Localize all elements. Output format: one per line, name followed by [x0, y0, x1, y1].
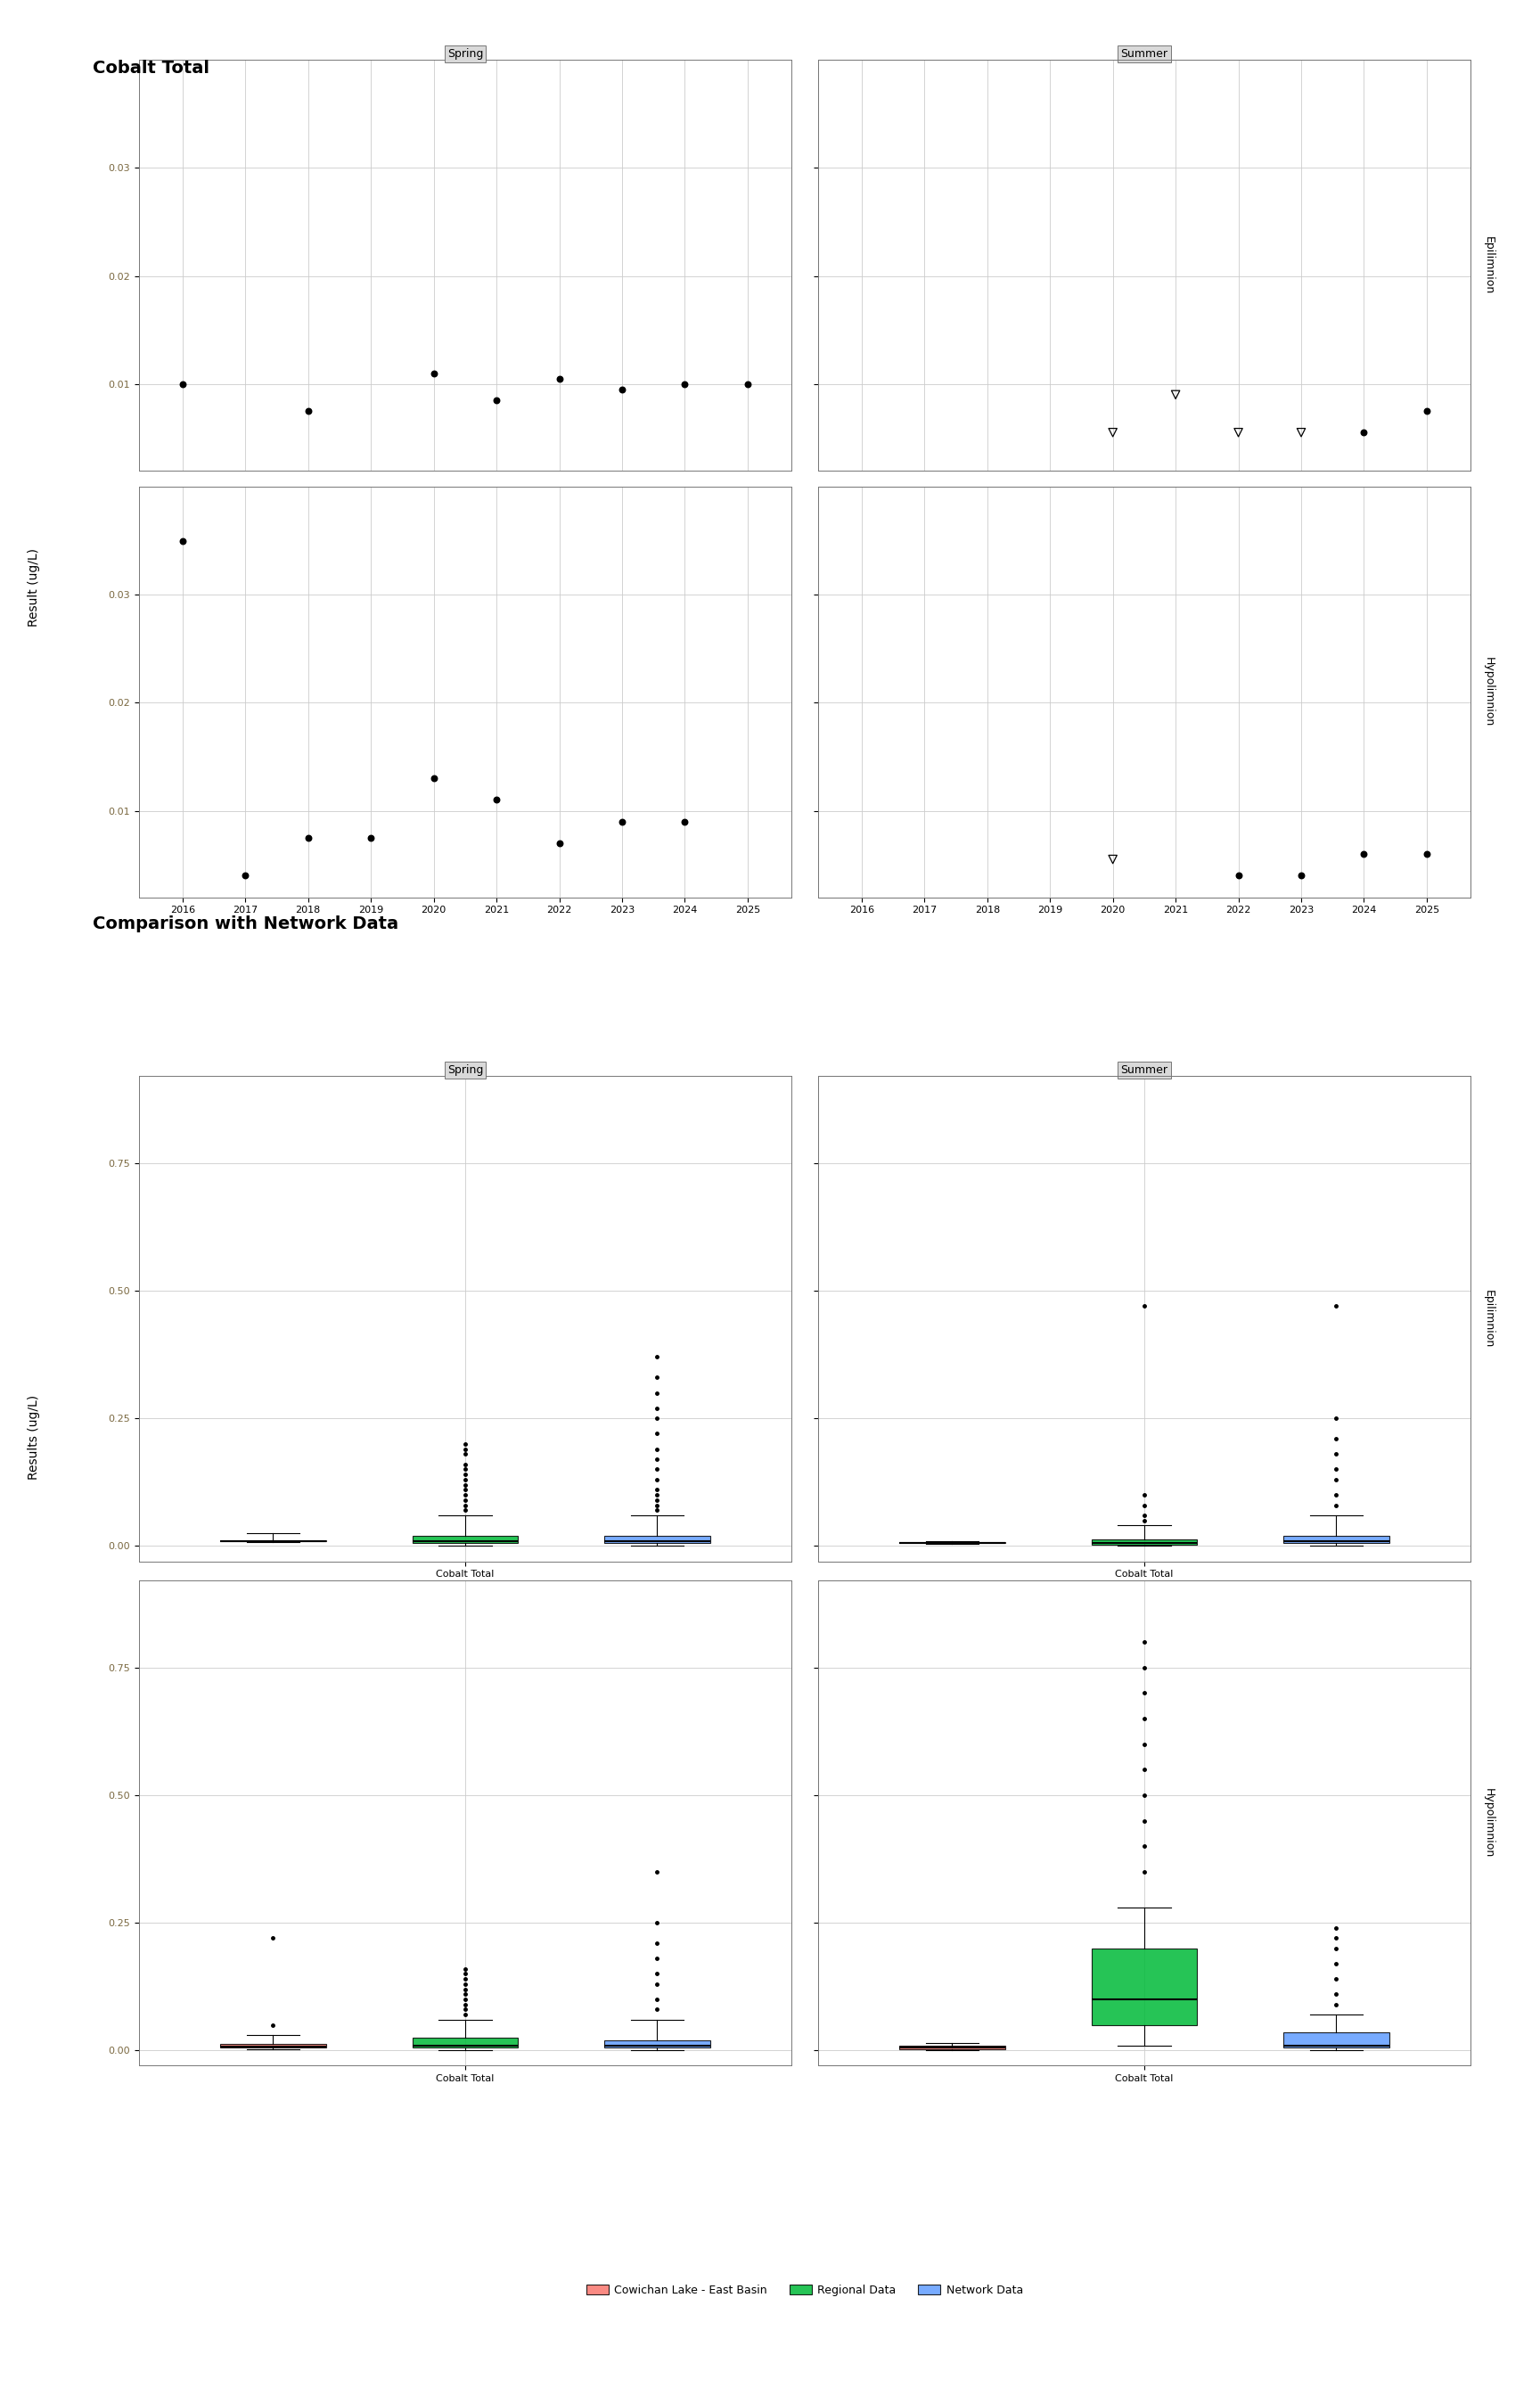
Point [171, 364, 196, 403]
Title: Summer: Summer [1121, 1064, 1167, 1076]
Point [484, 781, 508, 819]
Point [1352, 415, 1377, 453]
Y-axis label: Hypolimnion: Hypolimnion [1483, 1787, 1495, 1857]
PathPatch shape [413, 1536, 517, 1543]
Point [1101, 415, 1126, 453]
Point [1414, 834, 1438, 872]
Point [610, 803, 634, 841]
PathPatch shape [1092, 1541, 1197, 1545]
Point [1226, 415, 1250, 453]
Point [484, 381, 508, 419]
Y-axis label: Epilimnion: Epilimnion [1483, 1289, 1495, 1349]
Title: Spring: Spring [447, 48, 484, 60]
Y-axis label: Epilimnion: Epilimnion [1483, 237, 1495, 295]
PathPatch shape [413, 2037, 517, 2049]
Title: Spring: Spring [447, 1064, 484, 1076]
Point [673, 364, 698, 403]
PathPatch shape [1092, 1948, 1197, 2025]
PathPatch shape [220, 2044, 326, 2049]
Point [1289, 415, 1314, 453]
PathPatch shape [1283, 1536, 1389, 1543]
Point [171, 522, 196, 561]
Point [422, 760, 447, 798]
Point [735, 364, 759, 403]
PathPatch shape [604, 2041, 710, 2049]
PathPatch shape [899, 2046, 1006, 2049]
Point [1226, 855, 1250, 894]
Point [296, 819, 320, 858]
Point [547, 359, 571, 398]
Point [547, 824, 571, 863]
Legend: Cowichan Lake - East Basin, Regional Data, Network Data: Cowichan Lake - East Basin, Regional Dat… [582, 2281, 1027, 2300]
PathPatch shape [604, 1536, 710, 1543]
Point [1352, 834, 1377, 872]
Point [673, 803, 698, 841]
Point [1163, 376, 1187, 415]
Text: Cobalt Total: Cobalt Total [92, 60, 209, 77]
Point [296, 393, 320, 431]
Point [1101, 841, 1126, 879]
Y-axis label: Hypolimnion: Hypolimnion [1483, 657, 1495, 726]
Title: Summer: Summer [1121, 48, 1167, 60]
Text: Comparison with Network Data: Comparison with Network Data [92, 915, 399, 932]
Point [422, 355, 447, 393]
Point [1414, 393, 1438, 431]
Point [233, 855, 257, 894]
PathPatch shape [1283, 2032, 1389, 2049]
Text: Result (ug/L): Result (ug/L) [28, 549, 40, 625]
Point [610, 369, 634, 407]
Text: Results (ug/L): Results (ug/L) [28, 1394, 40, 1481]
Point [1289, 855, 1314, 894]
Point [359, 819, 383, 858]
